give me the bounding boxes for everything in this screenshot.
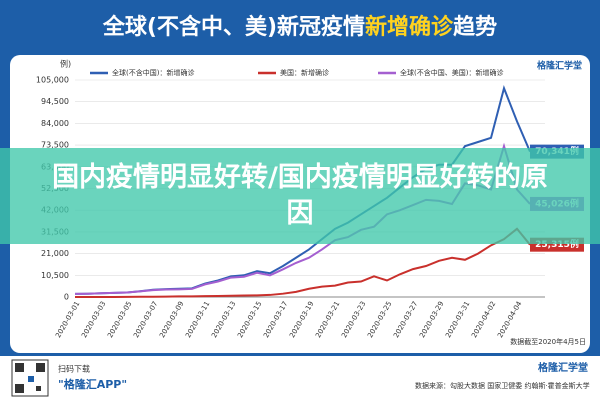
data-note: 数据截至2020年4月5日 [510, 337, 586, 346]
watermark: 格隆汇学堂 [537, 60, 582, 72]
legend-label: 全球(不含中国、美国)：新增确诊 [400, 68, 503, 77]
title-part: 全球(不含中、美)新冠疫情 [102, 14, 365, 40]
title-part: 趋势 [453, 14, 497, 40]
y-tick-label: 21,000 [41, 249, 69, 258]
y-tick-label: 10,500 [41, 271, 69, 280]
qr-code [11, 359, 49, 397]
y-tick-label: 73,500 [41, 141, 69, 150]
app-name: "格隆汇APP" [58, 377, 127, 391]
legend-label: 美国：新增确诊 [280, 68, 329, 77]
y-axis-unit: 例) [60, 59, 71, 69]
series-line [75, 227, 531, 298]
y-tick-label: 94,500 [41, 97, 69, 106]
overlay-banner: 国内疫情明显好转/国内疫情明显好转的原因 [0, 148, 600, 244]
legend-label: 全球(不含中国)：新增确诊 [112, 68, 194, 77]
source: 数据来源：勾股大数据 国家卫健委 约翰斯·霍普金斯大学 [415, 381, 590, 390]
y-tick-label: 84,000 [41, 119, 69, 128]
chart-title: 全球(不含中、美)新冠疫情新增确诊趋势 [102, 14, 497, 40]
overlay-text: 国内疫情明显好转/国内疫情明显好转的原因 [52, 162, 548, 229]
title-part: 新增确诊 [365, 14, 454, 40]
y-tick-label: 0 [64, 293, 69, 302]
y-tick-label: 105,000 [36, 76, 69, 85]
brand: 格隆汇学堂 [538, 361, 588, 374]
qr-caption: 扫码下载 [58, 364, 90, 374]
footer-bar [0, 356, 600, 400]
